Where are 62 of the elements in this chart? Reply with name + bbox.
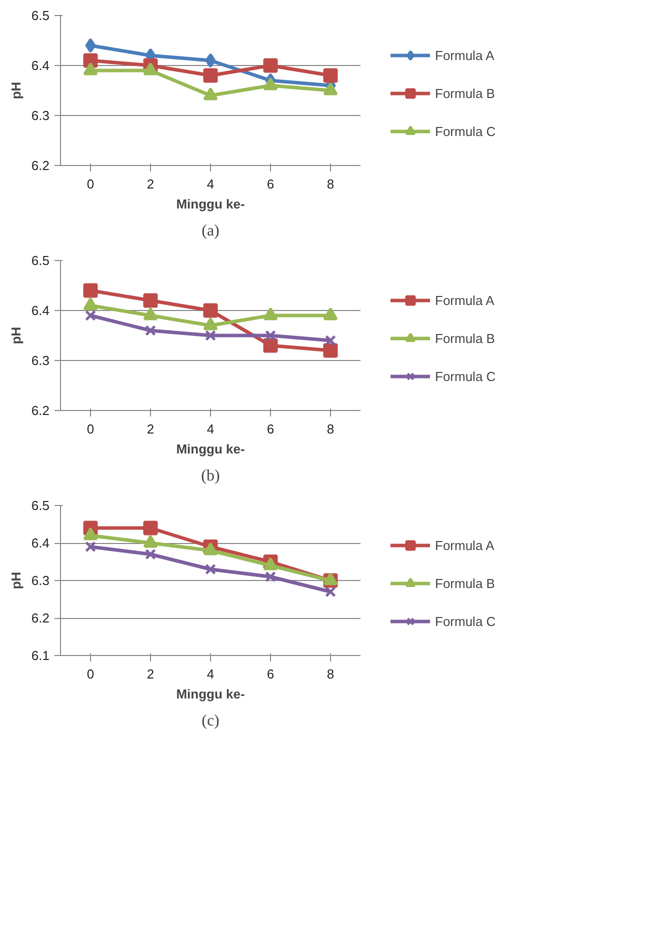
point (83, 283, 98, 298)
point (205, 564, 216, 575)
x-tick-label: 8 (326, 176, 334, 192)
x-tick-label: 2 (146, 176, 154, 192)
text: (c) (202, 712, 220, 730)
point (145, 325, 156, 336)
point (143, 293, 158, 308)
point (323, 343, 338, 358)
text: (b) (201, 468, 220, 484)
text: (a) (202, 222, 220, 240)
x-tick-label: 0 (86, 422, 94, 436)
x-tick-label: 6 (266, 666, 274, 682)
x-tick-label: 4 (206, 666, 214, 682)
legend-label: Formula A (435, 48, 494, 62)
point (265, 571, 276, 582)
y-tick-label: 6.3 (31, 353, 50, 368)
y-tick-label: 6.1 (31, 648, 50, 663)
x-axis-title: Minggu ke- (176, 196, 245, 212)
legend-label: Formula A (435, 538, 494, 552)
point (145, 548, 156, 560)
legend-label: Formula B (435, 576, 495, 590)
legend-label: Formula C (435, 124, 496, 138)
point (85, 541, 96, 552)
y-tick-label: 6.4 (31, 303, 50, 318)
point (143, 520, 158, 536)
legend-label: Formula C (435, 614, 496, 628)
x-tick-label: 0 (86, 176, 94, 192)
x-tick-label: 4 (206, 176, 214, 192)
point (325, 335, 336, 346)
y-axis-title: pH (8, 572, 24, 590)
y-tick-label: 6.2 (31, 403, 50, 418)
x-tick-label: 6 (266, 176, 274, 192)
point (263, 338, 278, 353)
y-tick-label: 6.3 (31, 108, 50, 123)
y-tick-label: 6.4 (31, 536, 50, 550)
legend-label: Formula B (435, 86, 495, 100)
y-tick-label: 6.2 (31, 610, 50, 626)
y-tick-label: 6.4 (31, 58, 50, 73)
point (325, 586, 336, 598)
legend-label: Formula C (435, 368, 496, 384)
y-tick-label: 6.5 (31, 253, 50, 268)
legend-label: Formula B (435, 330, 495, 346)
x-tick-label: 2 (146, 422, 154, 436)
y-axis-title: pH (8, 326, 24, 344)
y-tick-label: 6.5 (31, 498, 50, 513)
y-tick-label: 6.2 (31, 158, 50, 173)
x-axis-title: Minggu ke- (176, 442, 245, 456)
x-tick-label: 8 (326, 666, 334, 682)
point (85, 310, 96, 321)
x-tick-label: 8 (326, 422, 334, 436)
x-tick-label: 6 (266, 422, 274, 436)
y-tick-label: 6.3 (31, 573, 50, 588)
point (265, 330, 276, 341)
x-tick-label: 4 (206, 422, 214, 436)
legend-label: Formula A (435, 292, 494, 308)
y-tick-label: 6.5 (31, 8, 50, 23)
y-axis-title: pH (8, 82, 24, 100)
point (205, 330, 216, 341)
x-axis-title: Minggu ke- (176, 686, 245, 702)
x-tick-label: 2 (146, 666, 154, 682)
x-tick-label: 0 (86, 666, 94, 682)
point (203, 303, 218, 318)
